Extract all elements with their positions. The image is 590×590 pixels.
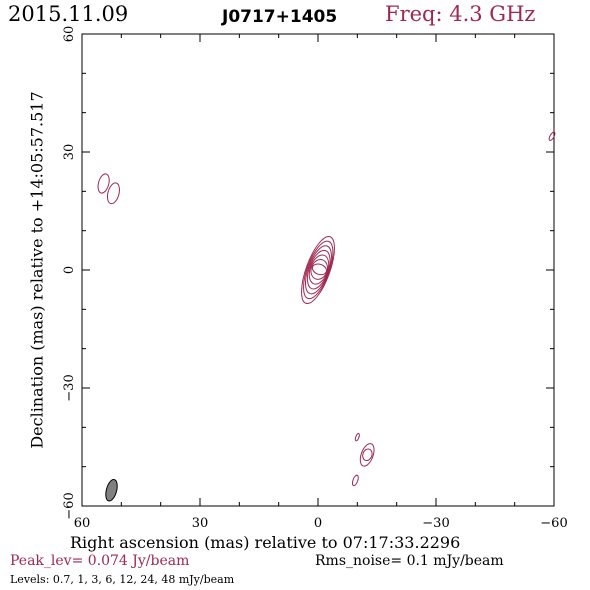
x-axis-label: Right ascension (mas) relative to 07:17:… — [70, 533, 461, 552]
y-tick-label: −30 — [62, 374, 77, 401]
x-tick-label: −60 — [540, 516, 567, 531]
contour-components — [97, 131, 556, 487]
x-tick-label: −30 — [422, 516, 449, 531]
contour-level — [351, 474, 359, 487]
contour-ne-blob-1 — [97, 173, 110, 194]
source-name: J0717+1405 — [222, 7, 338, 27]
contour-edge-blob — [548, 131, 556, 141]
axis-ticks — [81, 33, 555, 507]
contour-level — [354, 432, 360, 442]
contour-level — [308, 254, 330, 285]
contour-level — [301, 235, 335, 305]
contour-level — [303, 240, 334, 300]
contour-levels: Levels: 0.7, 1, 3, 6, 12, 24, 48 mJy/bea… — [10, 573, 235, 586]
contour-sw-blob-2 — [354, 432, 360, 442]
observation-date: 2015.11.09 — [8, 2, 129, 26]
y-tick-label: 30 — [62, 144, 77, 161]
contour-level — [311, 263, 327, 276]
frequency-label: Freq: 4.3 GHz — [385, 2, 536, 26]
contour-ne-blob-2 — [106, 182, 120, 205]
contour-level — [305, 245, 332, 295]
contour-level — [359, 443, 375, 467]
y-tick-label: −60 — [62, 492, 77, 519]
y-axis-label: Declination (mas) relative to +14:05:57.… — [27, 91, 47, 449]
rms-noise: Rms_noise= 0.1 mJy/beam — [315, 553, 504, 569]
contour-level — [548, 131, 556, 141]
contour-level — [310, 259, 328, 280]
contour-level — [106, 182, 120, 205]
x-tick-label: 0 — [314, 516, 322, 531]
y-tick-label: 60 — [62, 26, 77, 43]
plot-frame — [81, 33, 555, 507]
beam-group — [105, 479, 118, 502]
y-tick-label: 0 — [62, 266, 77, 274]
peak-level: Peak_lev= 0.074 Jy/beam — [10, 553, 190, 569]
x-tick-label: 30 — [192, 516, 209, 531]
contour-sw-blob-1 — [359, 443, 375, 467]
x-tick-label: 60 — [74, 516, 91, 531]
contour-level — [97, 173, 110, 194]
contour-level — [362, 448, 373, 462]
beam-ellipse — [105, 479, 118, 502]
contour-sw-blob-3 — [351, 474, 359, 487]
contour-level — [306, 249, 331, 290]
contour-core — [301, 235, 335, 305]
